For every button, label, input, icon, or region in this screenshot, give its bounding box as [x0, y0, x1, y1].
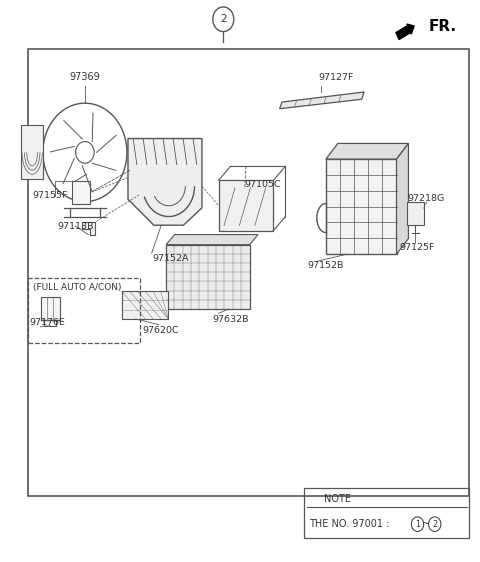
- Text: 97620C: 97620C: [142, 326, 179, 335]
- Text: 97632B: 97632B: [213, 315, 249, 324]
- Bar: [218, 180, 274, 230]
- Text: 97369: 97369: [70, 72, 100, 82]
- Bar: [304, 488, 469, 538]
- Bar: [28, 49, 469, 496]
- Text: 97105C: 97105C: [245, 180, 281, 189]
- Text: 97152B: 97152B: [308, 261, 344, 270]
- Bar: [166, 244, 250, 309]
- Text: 97113B: 97113B: [58, 221, 94, 230]
- Text: 97125F: 97125F: [400, 243, 435, 252]
- Bar: [407, 202, 424, 225]
- Bar: [72, 181, 90, 205]
- Polygon shape: [280, 92, 364, 109]
- Text: FR.: FR.: [429, 19, 456, 34]
- Bar: [28, 278, 140, 342]
- Text: THE NO. 97001 :: THE NO. 97001 :: [309, 519, 393, 529]
- Text: 97176E: 97176E: [29, 319, 65, 328]
- Text: 2: 2: [432, 520, 437, 529]
- Text: (FULL AUTO A/CON): (FULL AUTO A/CON): [34, 283, 122, 292]
- Text: 97152A: 97152A: [153, 254, 189, 263]
- Text: 97127F: 97127F: [319, 74, 354, 83]
- Text: NOTE: NOTE: [324, 494, 350, 504]
- Text: 97218G: 97218G: [407, 194, 444, 203]
- Polygon shape: [166, 234, 258, 244]
- Polygon shape: [326, 143, 408, 159]
- Bar: [326, 159, 396, 254]
- Polygon shape: [396, 143, 408, 254]
- Text: 1: 1: [415, 520, 420, 529]
- Bar: [40, 297, 60, 320]
- Polygon shape: [128, 139, 202, 225]
- Polygon shape: [82, 223, 95, 234]
- Bar: [121, 291, 168, 319]
- Text: 2: 2: [220, 14, 227, 24]
- FancyArrow shape: [396, 24, 414, 39]
- Text: ~: ~: [422, 519, 430, 529]
- Text: 97155F: 97155F: [33, 192, 68, 201]
- Bar: [22, 125, 43, 179]
